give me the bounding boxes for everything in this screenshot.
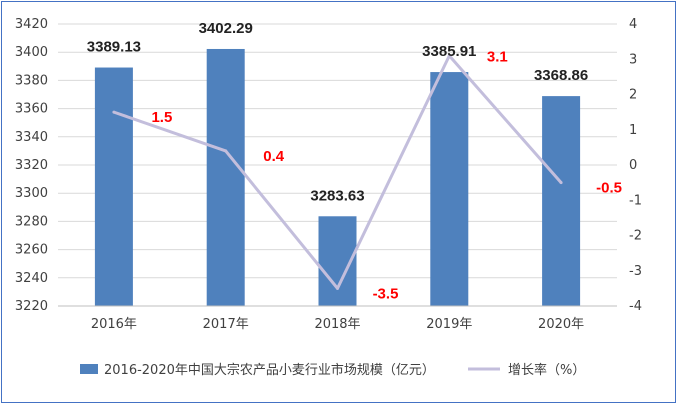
legend-bar-label: 2016-2020年中国大宗农产品小麦行业市场规模（亿元）: [104, 362, 435, 378]
growth-value-label: 3.1: [487, 49, 508, 66]
bar: [542, 96, 581, 307]
y-left-tick-label: 3260: [15, 243, 48, 258]
legend-line-label: 增长率（%）: [508, 362, 585, 378]
y-left-tick-label: 3320: [15, 158, 48, 173]
growth-value-label: -3.5: [373, 285, 399, 302]
x-tick-label: 2019年: [426, 317, 472, 332]
bar: [430, 72, 469, 307]
growth-value-label: 0.4: [263, 148, 285, 165]
bar: [206, 48, 245, 306]
x-tick-label: 2016年: [91, 317, 137, 332]
y-left-tick-label: 3360: [15, 102, 48, 117]
growth-value-label: 1.5: [151, 109, 172, 126]
x-tick-label: 2020年: [538, 317, 584, 332]
y-left-tick-label: 3400: [15, 45, 48, 60]
y-left-tick-label: 3340: [15, 130, 48, 145]
y-left-tick-label: 3380: [15, 73, 48, 88]
bar-value-label: 3283.63: [310, 187, 364, 204]
y-right-tick-label: 1: [629, 123, 637, 138]
x-axis: 2016年 2017年 2018年 2019年 2020年: [58, 305, 617, 332]
y-right-tick-label: 3: [629, 52, 637, 67]
x-tick-label: 2018年: [314, 317, 360, 332]
y-right-tick-label: 2: [629, 88, 637, 103]
line-point: [336, 286, 339, 290]
y-left-tick-label: 3220: [15, 299, 48, 314]
y-right-tick-label: -3: [629, 264, 642, 279]
y-right-tick-label: 0: [629, 158, 637, 173]
growth-value-label: -0.5: [596, 180, 622, 197]
line-point: [224, 149, 228, 153]
legend-bar-swatch: [80, 364, 98, 374]
bar-value-label: 3402.29: [199, 20, 253, 37]
line-point: [447, 54, 451, 58]
y-left-tick-label: 3420: [15, 17, 48, 32]
y-left-tick-label: 3240: [15, 271, 48, 286]
bar: [94, 67, 133, 306]
y-right-tick-label: 4: [629, 17, 637, 32]
line-point: [112, 110, 116, 114]
y-right-tick-label: -1: [629, 193, 642, 208]
bar-series: [94, 48, 581, 307]
line-series: [112, 54, 563, 290]
y-axis-left: 3220 3240 3260 3280 3300 3320 3340 3360 3380 3400…: [15, 17, 48, 314]
y-left-tick-label: 3280: [15, 214, 48, 229]
data-labels: 3389.13 3402.29 3283.63 3385.91 3368.86 1.5 0.…: [87, 20, 622, 302]
bar-value-label: 3385.91: [422, 43, 476, 60]
line-point: [559, 181, 563, 185]
x-tick-label: 2017年: [203, 317, 249, 332]
bar-value-label: 3368.86: [534, 67, 588, 84]
bar-value-label: 3389.13: [87, 39, 141, 56]
y-right-tick-label: -4: [629, 299, 642, 314]
y-axis-right: -4 -3 -2 -1 0 1 2 3 4: [629, 17, 642, 314]
legend: 2016-2020年中国大宗农产品小麦行业市场规模（亿元） 增长率（%）: [80, 362, 585, 378]
y-right-tick-label: -2: [629, 229, 642, 244]
y-left-tick-label: 3300: [15, 186, 48, 201]
